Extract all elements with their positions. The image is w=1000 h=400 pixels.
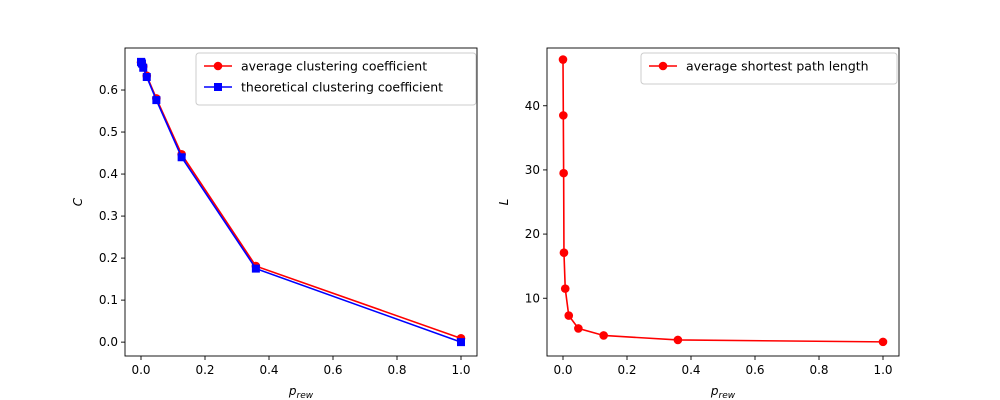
legend: average shortest path length [640,52,898,85]
data-point [142,72,151,81]
data-point [177,153,186,162]
legend-box [640,52,898,85]
x-tick-label: 0.0 [131,363,150,377]
axes-frame [546,47,900,357]
x-tick-label: 0.6 [323,363,342,377]
axes-frame [124,47,478,357]
y-tick-label: 0.4 [99,167,118,181]
x-tick-label: 0.6 [745,363,764,377]
data-point [559,111,568,120]
legend: average clustering coefficient theoretica… [195,52,477,106]
y-tick-label: 0.5 [99,125,118,139]
data-point [139,63,148,72]
y-tick-label: 30 [525,163,540,177]
x-tick-label: 0.8 [387,363,406,377]
y-tick-label: 0.0 [99,335,118,349]
series-1 [137,57,465,347]
data-point [564,311,574,320]
data-point [574,324,583,333]
legend-box [195,52,477,106]
series-line [562,59,884,343]
data-point [878,337,888,347]
x-axis-label: prew [288,384,314,400]
x-tick-label: 0.2 [617,363,636,377]
legend-marker [214,83,222,91]
data-point [599,331,608,340]
series-0 [558,55,888,347]
data-point [251,264,260,273]
x-axis-label: prew [710,384,736,400]
data-point [457,338,465,347]
y-tick-label: 0.2 [99,251,118,265]
legend-marker [213,61,223,71]
legend-marker [658,61,668,71]
y-axis-label: L [497,199,511,206]
data-point [560,284,570,293]
data-point [559,248,569,257]
x-tick-label: 0.2 [195,363,214,377]
legend-label: average clustering coefficient [241,59,427,74]
data-point [673,335,683,345]
y-tick-label: 40 [525,99,540,113]
y-tick-label: 20 [525,227,540,241]
x-tick-label: 1.0 [873,363,892,377]
data-point [137,59,146,68]
x-tick-label: 0.0 [553,363,572,377]
legend-label: average shortest path length [686,59,869,74]
y-tick-label: 0.6 [99,83,118,97]
y-tick-label: 0.1 [99,293,118,307]
data-point [558,55,568,64]
x-tick-label: 0.4 [259,363,278,377]
y-tick-label: 0.3 [99,209,118,223]
x-tick-label: 0.4 [681,363,700,377]
data-point [152,96,161,105]
y-tick-label: 10 [525,291,540,305]
data-point [559,168,568,178]
chart-clustering-coefficient: 0.0 0.2 0.4 0.6 0.8 1.0 0.0 0.1 0.2 0.3 0.4 0.5 0.6 p… [71,47,478,400]
x-tick-label: 0.8 [809,363,828,377]
x-tick-label: 1.0 [451,363,470,377]
legend-label: theoretical clustering coefficient [241,80,443,95]
y-axis-label: C [71,197,85,206]
